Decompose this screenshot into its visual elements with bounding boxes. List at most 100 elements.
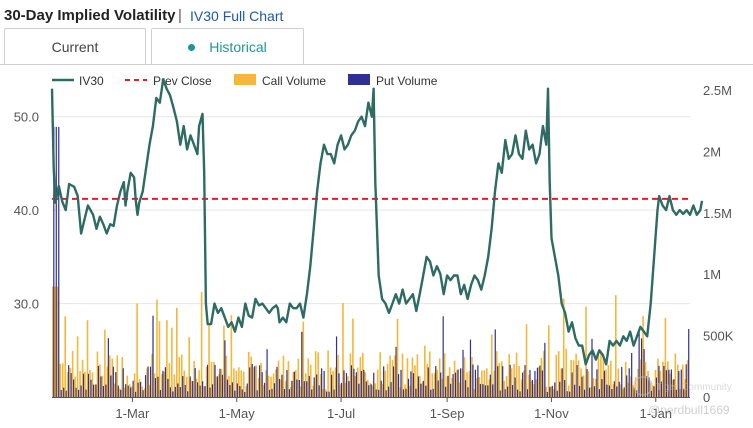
- call-volume-bar: [552, 389, 555, 397]
- put-volume-bar: [125, 384, 127, 397]
- call-volume-bar: [520, 379, 523, 397]
- call-volume-bar: [565, 348, 567, 397]
- call-volume-bar: [329, 367, 332, 397]
- put-volume-bar: [345, 373, 348, 397]
- put-volume-bar: [355, 372, 357, 397]
- put-volume-bar: [636, 390, 638, 397]
- tab-current[interactable]: Current: [4, 28, 146, 64]
- put-volume-bar: [221, 374, 224, 397]
- put-volume-bar: [283, 389, 286, 397]
- call-volume-bar: [572, 360, 575, 397]
- put-volume-bar: [276, 366, 278, 397]
- put-volume-bar: [236, 383, 238, 397]
- put-volume-bar: [593, 386, 596, 397]
- put-volume-bar: [301, 331, 303, 397]
- put-volume-bar: [95, 384, 97, 397]
- call-volume-bar: [297, 358, 300, 397]
- iv30-full-chart-link[interactable]: IV30 Full Chart: [190, 8, 284, 24]
- call-volume-bar: [634, 377, 637, 397]
- put-volume-bar: [482, 384, 484, 397]
- put-volume-bar: [100, 376, 102, 397]
- call-volume-bar: [456, 369, 458, 397]
- put-volume-bar: [561, 368, 563, 397]
- call-volume-bar: [267, 375, 270, 397]
- put-volume-bar: [360, 370, 362, 397]
- call-volume-bar: [143, 388, 146, 397]
- call-volume-bar: [505, 375, 508, 397]
- call-volume-bar: [498, 363, 501, 397]
- put-volume-bar: [526, 389, 529, 397]
- call-volume-bar: [109, 355, 111, 397]
- call-volume-bar: [304, 373, 307, 397]
- call-volume-bar: [560, 368, 563, 397]
- legend-put-volume-swatch: [348, 74, 370, 85]
- call-volume-bar: [198, 370, 200, 397]
- call-volume-bar: [176, 307, 178, 397]
- put-volume-bar: [231, 382, 233, 397]
- call-volume-bar: [575, 353, 577, 397]
- put-volume-bar: [658, 365, 660, 397]
- call-volume-bar: [151, 354, 153, 397]
- put-volume-bar: [559, 381, 561, 397]
- call-volume-bar: [610, 360, 612, 397]
- put-volume-bar: [246, 383, 248, 397]
- put-volume-bar: [179, 387, 181, 397]
- put-volume-bar: [551, 385, 553, 397]
- put-volume-bar: [420, 383, 422, 397]
- call-volume-bar: [490, 334, 493, 397]
- put-volume-bar: [489, 374, 491, 397]
- tab-historical-label: Historical: [209, 39, 267, 55]
- put-volume-bar: [241, 389, 243, 397]
- call-volume-bar: [681, 364, 684, 397]
- put-volume-bar: [626, 375, 628, 397]
- call-volume-bar: [364, 372, 367, 397]
- call-volume-bar: [379, 352, 381, 397]
- put-volume-bar: [524, 365, 526, 397]
- call-volume-bar: [642, 316, 644, 397]
- call-volume-bar: [426, 363, 429, 397]
- put-volume-bar: [58, 126, 60, 397]
- put-volume-bar: [586, 369, 588, 397]
- call-volume-bar: [664, 317, 667, 397]
- put-volume-bar: [90, 379, 92, 397]
- put-volume-bar: [509, 364, 511, 397]
- call-volume-bar: [399, 387, 401, 397]
- call-volume-bar: [228, 376, 230, 397]
- call-volume-bar: [431, 373, 434, 397]
- call-volume-bar: [424, 345, 426, 397]
- put-volume-bar: [507, 386, 509, 397]
- call-volume-bar: [433, 372, 436, 397]
- call-volume-bar: [451, 377, 453, 397]
- put-volume-bar: [583, 389, 586, 397]
- put-volume-bar: [544, 342, 546, 397]
- call-volume-bar: [582, 375, 585, 397]
- call-volume-bar: [327, 350, 329, 397]
- call-volume-bar: [406, 358, 409, 397]
- right-tick-label: 500K: [703, 329, 734, 344]
- call-volume-bar: [374, 383, 377, 397]
- header-bar: 30-Day Implied Volatility | IV30 Full Ch…: [0, 0, 753, 28]
- tiger-logo-icon: [633, 376, 653, 396]
- call-volume-bar: [428, 351, 431, 397]
- call-volume-bar: [230, 315, 233, 397]
- put-volume-bar: [497, 366, 499, 397]
- call-volume-bar: [178, 357, 181, 397]
- call-volume-bar: [64, 316, 67, 397]
- put-volume-bar: [415, 388, 417, 397]
- call-volume-bar: [240, 370, 243, 397]
- call-volume-bar: [302, 321, 305, 397]
- call-volume-bar: [262, 384, 265, 397]
- call-volume-bar: [629, 376, 632, 397]
- call-volume-bar: [148, 384, 151, 397]
- put-volume-bar: [375, 389, 377, 397]
- call-volume-bar: [386, 363, 389, 397]
- call-volume-bar: [481, 370, 483, 397]
- put-volume-bar: [531, 380, 534, 397]
- put-volume-bar: [578, 385, 581, 397]
- right-axis-ticks: 0 500K 1M 1.5M 2M 2.5M: [703, 83, 734, 405]
- call-volume-bar: [260, 362, 262, 397]
- call-volume-bar: [71, 350, 74, 397]
- call-volume-bar: [121, 356, 124, 397]
- put-volume-bar: [616, 386, 618, 397]
- tab-historical[interactable]: Historical: [151, 28, 304, 65]
